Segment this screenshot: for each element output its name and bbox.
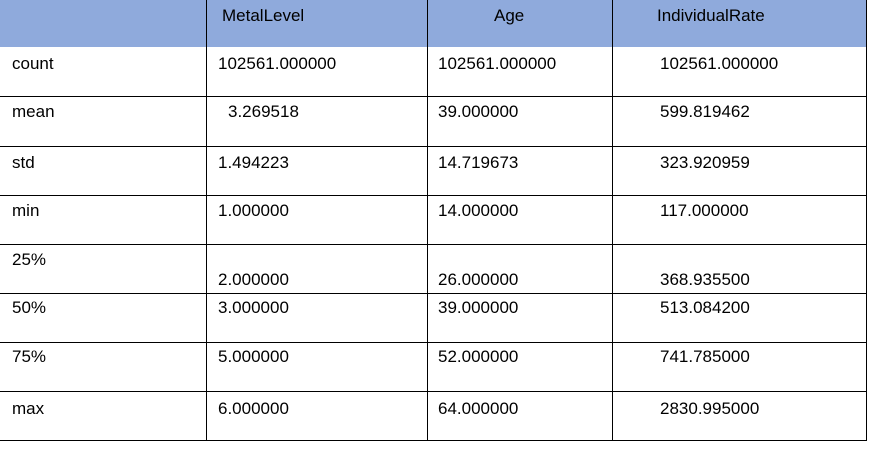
row-label: max <box>12 399 45 418</box>
header-label: MetalLevel <box>222 6 305 25</box>
column-divider <box>206 0 207 441</box>
table-row: 50% 3.000000 39.000000 513.084200 <box>0 293 871 342</box>
header-cell-age: Age <box>428 0 613 47</box>
row-divider <box>0 391 867 392</box>
table-row: std 1.494223 14.719673 323.920959 <box>0 146 871 195</box>
table-row: max 6.000000 64.000000 2830.995000 <box>0 391 871 440</box>
table-cell: 2.000000 <box>218 270 289 289</box>
header-cell-blank <box>0 0 207 47</box>
table-cell: 102561.000000 <box>438 54 557 73</box>
table-cell: 39.000000 <box>438 298 519 317</box>
row-divider <box>0 342 867 343</box>
header-cell-individualrate: IndividualRate <box>613 0 867 47</box>
table-cell: 599.819462 <box>660 102 750 121</box>
table-cell: 1.000000 <box>218 201 289 220</box>
row-label: 25% <box>12 250 47 269</box>
row-divider <box>0 96 867 97</box>
table-cell: 2830.995000 <box>660 399 760 418</box>
row-divider <box>0 244 867 245</box>
table-cell: 368.935500 <box>660 270 750 289</box>
column-divider <box>866 0 867 441</box>
table-cell: 1.494223 <box>218 153 289 172</box>
table-cell: 102561.000000 <box>218 54 337 73</box>
table-cell: 513.084200 <box>660 298 750 317</box>
table-cell: 3.000000 <box>218 298 289 317</box>
row-label: 75% <box>12 347 47 366</box>
table-cell: 117.000000 <box>660 201 749 220</box>
row-label: count <box>12 54 54 73</box>
row-label: std <box>12 153 35 172</box>
table-cell: 26.000000 <box>438 270 519 289</box>
table-row: mean 3.269518 39.000000 599.819462 <box>0 96 871 146</box>
row-divider <box>0 195 867 196</box>
table-cell: 39.000000 <box>438 102 519 121</box>
table-header-row: MetalLevel Age IndividualRate <box>0 0 871 47</box>
table-row: min 1.000000 14.000000 117.000000 <box>0 195 871 244</box>
table-cell: 3.269518 <box>228 102 299 121</box>
table-cell: 323.920959 <box>660 153 750 172</box>
table-cell: 64.000000 <box>438 399 519 418</box>
row-divider <box>0 146 867 147</box>
row-divider <box>0 293 867 294</box>
table-cell: 741.785000 <box>660 347 750 366</box>
column-divider <box>612 0 613 441</box>
row-label: 50% <box>12 298 47 317</box>
table-cell: 14.000000 <box>438 201 519 220</box>
table-cell: 52.000000 <box>438 347 519 366</box>
column-divider <box>427 0 428 441</box>
table-row: count 102561.000000 102561.000000 102561… <box>0 47 871 96</box>
header-label: IndividualRate <box>657 6 765 25</box>
row-label: mean <box>12 102 55 121</box>
table-cell: 102561.000000 <box>660 54 779 73</box>
table-cell: 5.000000 <box>218 347 289 366</box>
table-row: 75% 5.000000 52.000000 741.785000 <box>0 342 871 391</box>
header-cell-metallevel: MetalLevel <box>207 0 428 47</box>
row-divider <box>0 440 867 441</box>
row-label: min <box>12 201 40 220</box>
table-row: 25% 2.000000 26.000000 368.935500 <box>0 244 871 293</box>
table-cell: 14.719673 <box>438 153 519 172</box>
table-cell: 6.000000 <box>218 399 289 418</box>
header-label: Age <box>494 6 525 25</box>
